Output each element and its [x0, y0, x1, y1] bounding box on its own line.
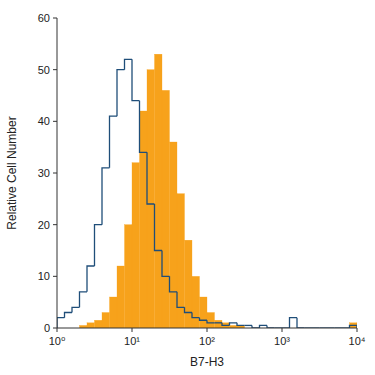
histogram-bar — [185, 240, 193, 328]
histogram-step — [229, 323, 237, 326]
marks — [57, 54, 357, 328]
histogram-bar — [199, 297, 207, 328]
histogram-bar — [169, 142, 177, 328]
histogram-step — [177, 292, 185, 308]
histogram-bar — [147, 70, 154, 328]
x-tick — [207, 328, 208, 332]
x-tick-label: 10³ — [274, 335, 290, 347]
y-tick-label: 60 — [38, 12, 50, 24]
histogram-step — [79, 292, 87, 308]
histogram-bar — [94, 320, 102, 328]
histogram-step — [237, 323, 244, 326]
y-tick-label: 20 — [38, 219, 50, 231]
histogram-step — [87, 266, 94, 292]
x-tick-label: 10⁰ — [49, 335, 66, 347]
histogram-bar — [117, 266, 124, 328]
y-tick — [53, 328, 57, 329]
y-tick-label: 0 — [44, 322, 50, 334]
y-tick-label: 40 — [38, 115, 50, 127]
histogram-step — [297, 318, 304, 328]
histogram-step — [162, 251, 169, 277]
histogram-bar — [124, 225, 132, 328]
histogram-step — [132, 59, 140, 100]
histogram-bar — [349, 323, 357, 328]
x-tick-label: 10¹ — [124, 335, 140, 347]
x-tick-label: 10² — [199, 335, 215, 347]
y-axis-label: Relative Cell Number — [5, 116, 19, 229]
histogram-bar — [207, 313, 215, 329]
histogram-step — [117, 70, 124, 117]
histogram-bar — [192, 276, 199, 328]
histogram-bar — [222, 323, 229, 328]
histogram-step — [154, 204, 162, 251]
y-tick-label: 50 — [38, 64, 50, 76]
histogram-step — [185, 307, 193, 312]
histogram-step — [57, 318, 65, 328]
y-tick — [53, 69, 57, 70]
y-tick — [53, 224, 57, 225]
histogram-step — [102, 168, 110, 225]
y-tick-label: 10 — [38, 270, 50, 282]
histogram-step — [207, 320, 215, 323]
y-tick — [53, 276, 57, 277]
histogram-bar — [87, 323, 94, 328]
histogram-step — [147, 152, 154, 204]
histogram-bar — [102, 313, 110, 329]
histogram-bar — [140, 111, 148, 328]
histogram-step — [169, 276, 177, 292]
y-tick-label: 30 — [38, 167, 50, 179]
x-axis-label: B7-H3 — [190, 355, 224, 369]
histogram-step — [65, 313, 73, 318]
y-tick — [53, 18, 57, 19]
histogram-step — [215, 322, 223, 323]
histogram-step — [110, 116, 118, 168]
histogram-step — [140, 101, 148, 153]
histogram-step — [199, 318, 207, 321]
histogram-step — [290, 318, 298, 328]
y-tick — [53, 121, 57, 122]
histogram-step — [222, 323, 229, 326]
chart: 0 10 20 30 40 50 60 10⁰ 10¹ 10² 10³ 10⁴ B7-H3 Relativ… — [0, 0, 375, 375]
histogram-bar — [132, 163, 140, 328]
histogram-step — [192, 313, 199, 318]
histogram-bar — [162, 90, 169, 328]
x-tick — [282, 328, 283, 332]
x-tick-label: 10⁴ — [349, 335, 366, 347]
histogram-bar — [154, 54, 162, 328]
histogram-step — [72, 307, 79, 312]
histogram-bar — [110, 297, 118, 328]
histogram-step — [244, 325, 252, 326]
x-tick — [57, 328, 58, 332]
histogram-bar — [177, 194, 185, 328]
x-tick — [132, 328, 133, 332]
y-tick — [53, 173, 57, 174]
histogram-step — [124, 59, 132, 69]
histogram-step — [94, 225, 102, 266]
histogram-bar — [215, 320, 223, 328]
x-tick — [357, 328, 358, 332]
